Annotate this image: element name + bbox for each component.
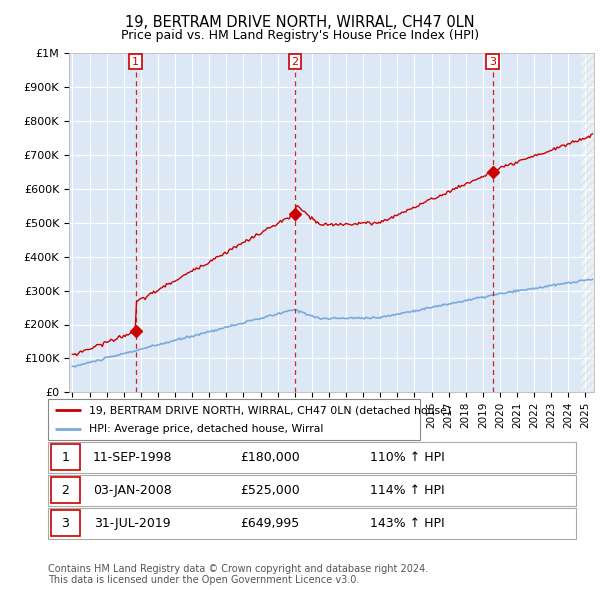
Bar [50,510,80,536]
Text: 143% ↑ HPI: 143% ↑ HPI [370,517,445,530]
Text: Contains HM Land Registry data © Crown copyright and database right 2024.
This d: Contains HM Land Registry data © Crown c… [48,563,428,585]
Text: 19, BERTRAM DRIVE NORTH, WIRRAL, CH47 0LN (detached house): 19, BERTRAM DRIVE NORTH, WIRRAL, CH47 0L… [89,405,451,415]
Text: 3: 3 [61,517,69,530]
Text: 1: 1 [61,451,69,464]
Text: 03-JAN-2008: 03-JAN-2008 [93,484,172,497]
Text: 3: 3 [489,57,496,67]
Text: Price paid vs. HM Land Registry's House Price Index (HPI): Price paid vs. HM Land Registry's House … [121,29,479,42]
Text: HPI: Average price, detached house, Wirral: HPI: Average price, detached house, Wirr… [89,424,323,434]
Text: £525,000: £525,000 [240,484,299,497]
Text: £649,995: £649,995 [240,517,299,530]
Text: 114% ↑ HPI: 114% ↑ HPI [370,484,445,497]
Bar [50,444,80,470]
Text: 2: 2 [292,57,298,67]
Text: 11-SEP-1998: 11-SEP-1998 [93,451,172,464]
Text: 31-JUL-2019: 31-JUL-2019 [94,517,171,530]
Bar [50,477,80,503]
Text: 110% ↑ HPI: 110% ↑ HPI [370,451,445,464]
Text: £180,000: £180,000 [240,451,299,464]
Text: 2: 2 [61,484,69,497]
Text: 19, BERTRAM DRIVE NORTH, WIRRAL, CH47 0LN: 19, BERTRAM DRIVE NORTH, WIRRAL, CH47 0L… [125,15,475,30]
Text: 1: 1 [132,57,139,67]
